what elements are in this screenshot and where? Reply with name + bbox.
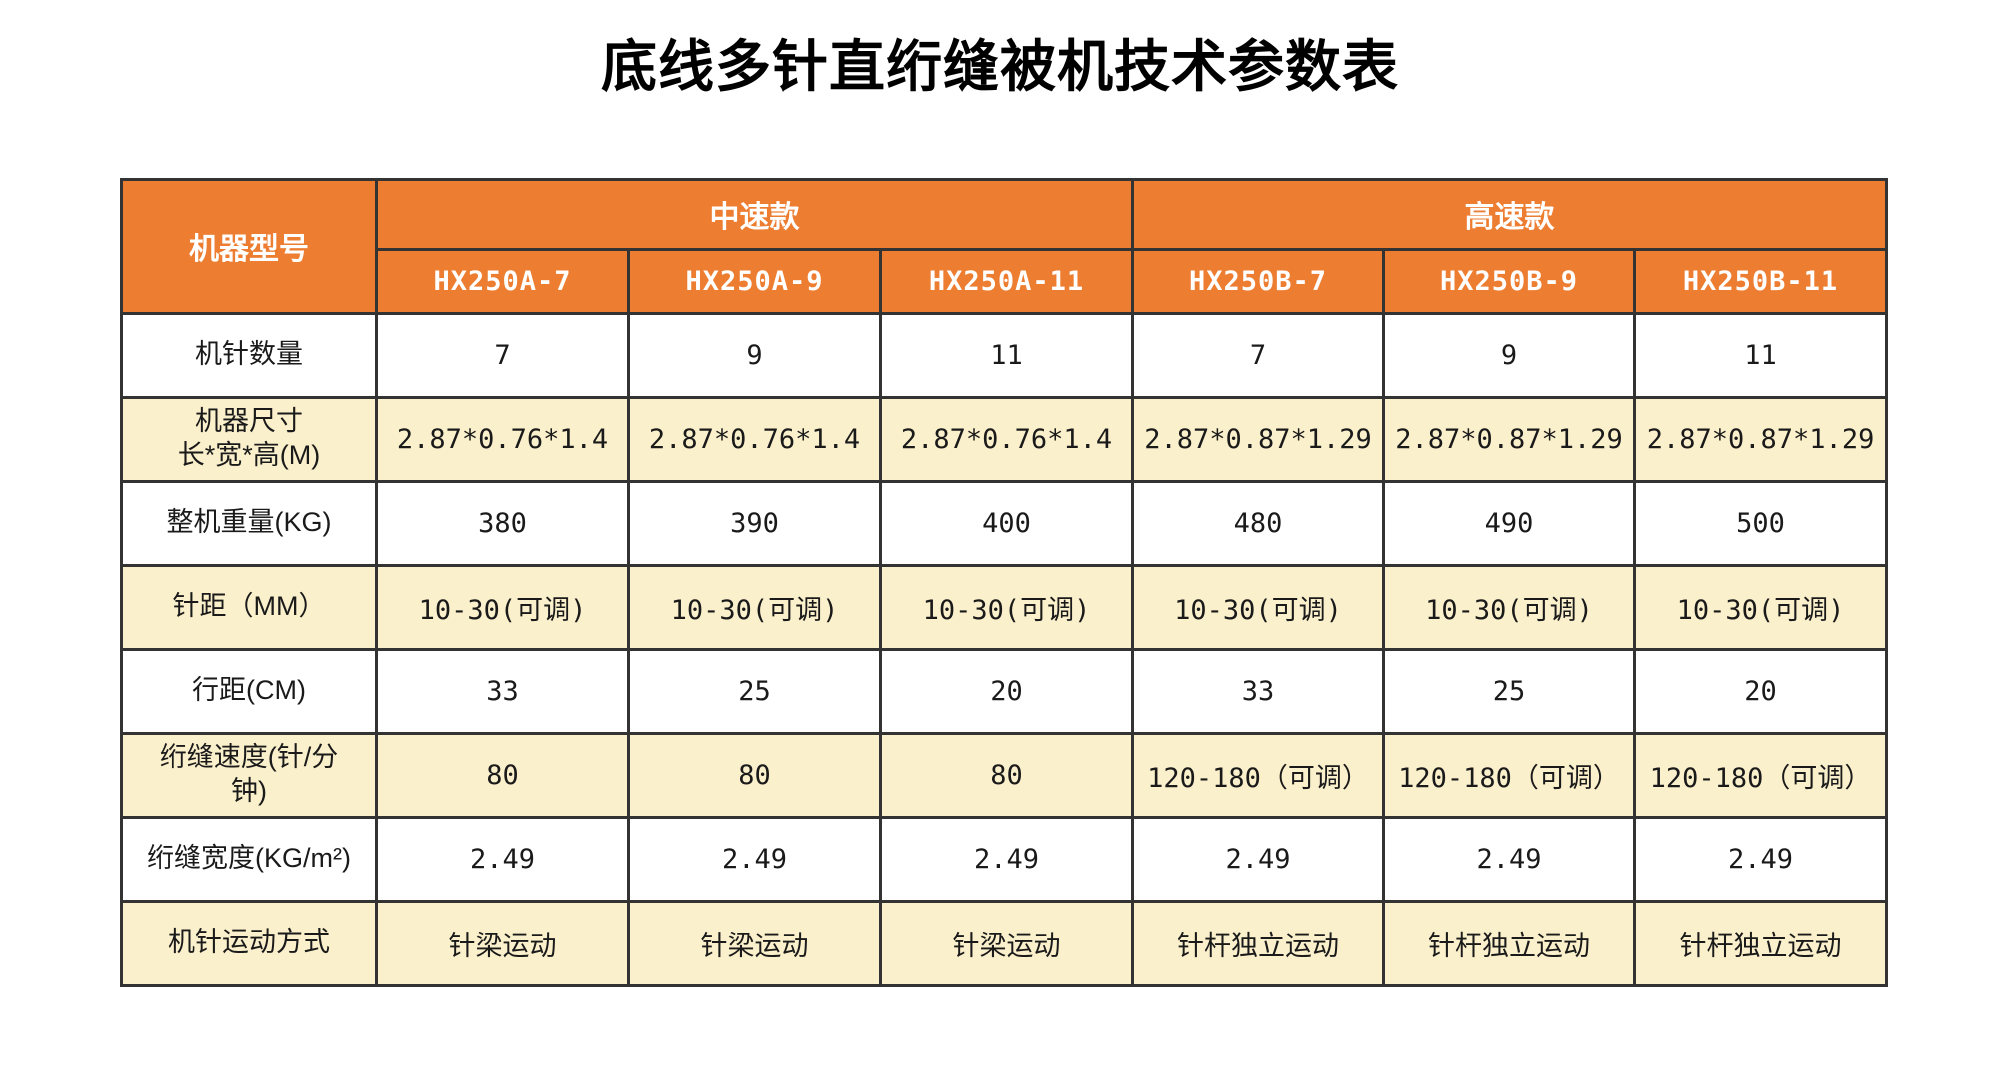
table-cell: 80 (878, 731, 1135, 819)
table-cell: 390 (627, 479, 882, 567)
table-cell: 针梁运动 (375, 899, 630, 987)
table-cell: 2.49 (878, 815, 1135, 903)
model-header: HX250A-11 (878, 247, 1135, 315)
table-cell: 120-180（可调） (1633, 731, 1889, 819)
row-label: 机针数量 (120, 311, 378, 399)
table-cell: 10-30(可调) (1633, 563, 1889, 651)
table-row-row-spacing: 行距(CM) 33 25 20 33 25 20 (120, 647, 1889, 735)
table-row-quilting-width: 绗缝宽度(KG/m²) 2.49 2.49 2.49 2.49 2.49 2.4… (120, 815, 1889, 903)
row-label: 行距(CM) (120, 647, 378, 735)
table-row-machine-weight: 整机重量(KG) 380 390 400 480 490 500 (120, 479, 1889, 567)
row-label: 绗缝速度(针/分 钟) (120, 731, 378, 819)
table-cell: 2.49 (1633, 815, 1889, 903)
table-cell: 500 (1633, 479, 1889, 567)
table-cell: 2.87*0.76*1.4 (375, 395, 630, 483)
model-header: HX250B-7 (1131, 247, 1386, 315)
row-label: 机器尺寸 长*宽*高(M) (120, 395, 378, 483)
speed-group-high-header: 高速款 (1131, 177, 1889, 251)
row-label: 绗缝宽度(KG/m²) (120, 815, 378, 903)
table-cell: 10-30(可调) (627, 563, 882, 651)
table-cell: 针杆独立运动 (1633, 899, 1889, 987)
table-cell: 9 (627, 311, 882, 399)
table-cell: 10-30(可调) (878, 563, 1135, 651)
table-cell: 10-30(可调) (375, 563, 630, 651)
table-cell: 120-180（可调） (1382, 731, 1637, 819)
table-cell: 2.49 (627, 815, 882, 903)
table-cell: 7 (375, 311, 630, 399)
table-cell: 2.87*0.87*1.29 (1131, 395, 1386, 483)
table-cell: 80 (627, 731, 882, 819)
table-cell: 80 (375, 731, 630, 819)
speed-group-medium-header: 中速款 (374, 177, 1135, 251)
table-body: 机针数量 7 9 11 7 9 11 机器尺寸 长*宽*高(M) 2.87*0.… (120, 311, 1889, 987)
spec-table: 机器型号 中速款 高速款 HX250A-7 HX250A-9 HX250A-11… (120, 177, 1889, 987)
table-cell: 2.87*0.76*1.4 (627, 395, 882, 483)
table-cell: 2.87*0.76*1.4 (878, 395, 1135, 483)
table-cell: 33 (1131, 647, 1386, 735)
table-cell: 20 (1633, 647, 1889, 735)
table-cell: 10-30(可调) (1382, 563, 1637, 651)
page-title: 底线多针直绗缝被机技术参数表 (601, 35, 1399, 98)
table-cell: 针杆独立运动 (1131, 899, 1386, 987)
table-cell: 2.87*0.87*1.29 (1633, 395, 1889, 483)
table-cell: 2.87*0.87*1.29 (1382, 395, 1637, 483)
table-row-needle-pitch: 针距（MM） 10-30(可调) 10-30(可调) 10-30(可调) 10-… (120, 563, 1889, 651)
table-cell: 380 (375, 479, 630, 567)
machine-model-corner-header: 机器型号 (120, 177, 378, 315)
table-cell: 25 (1382, 647, 1637, 735)
table-row-needle-motion: 机针运动方式 针梁运动 针梁运动 针梁运动 针杆独立运动 针杆独立运动 针杆独立… (120, 899, 1889, 987)
table-cell: 33 (375, 647, 630, 735)
table-cell: 2.49 (1131, 815, 1386, 903)
table-row-quilting-speed: 绗缝速度(针/分 钟) 80 80 80 120-180（可调） 120-180… (120, 731, 1889, 819)
table-cell: 20 (878, 647, 1135, 735)
table-cell: 针杆独立运动 (1382, 899, 1637, 987)
model-header: HX250A-7 (375, 247, 630, 315)
table-header: 机器型号 中速款 高速款 HX250A-7 HX250A-9 HX250A-11… (120, 177, 1889, 315)
row-label: 针距（MM） (120, 563, 378, 651)
table-row-machine-size: 机器尺寸 长*宽*高(M) 2.87*0.76*1.4 2.87*0.76*1.… (120, 395, 1889, 483)
table-cell: 120-180（可调） (1131, 731, 1386, 819)
table-cell: 9 (1382, 311, 1637, 399)
table-cell: 2.49 (375, 815, 630, 903)
table-cell: 480 (1131, 479, 1386, 567)
speed-group-row: 机器型号 中速款 高速款 (120, 177, 1889, 315)
table-cell: 25 (627, 647, 882, 735)
table-row-needle-count: 机针数量 7 9 11 7 9 11 (120, 311, 1889, 399)
table-cell: 11 (878, 311, 1135, 399)
row-label: 整机重量(KG) (120, 479, 378, 567)
row-label: 机针运动方式 (120, 899, 378, 987)
table-cell: 针梁运动 (878, 899, 1135, 987)
model-header: HX250B-9 (1382, 247, 1637, 315)
model-header: HX250A-9 (627, 247, 882, 315)
table-cell: 针梁运动 (627, 899, 882, 987)
table-cell: 490 (1382, 479, 1637, 567)
table-cell: 400 (878, 479, 1135, 567)
model-header: HX250B-11 (1633, 247, 1889, 315)
table-cell: 11 (1633, 311, 1889, 399)
model-header-row: HX250A-7 HX250A-9 HX250A-11 HX250B-7 HX2… (122, 247, 1889, 315)
table-cell: 7 (1131, 311, 1386, 399)
table-cell: 2.49 (1382, 815, 1637, 903)
table-cell: 10-30(可调) (1131, 563, 1386, 651)
